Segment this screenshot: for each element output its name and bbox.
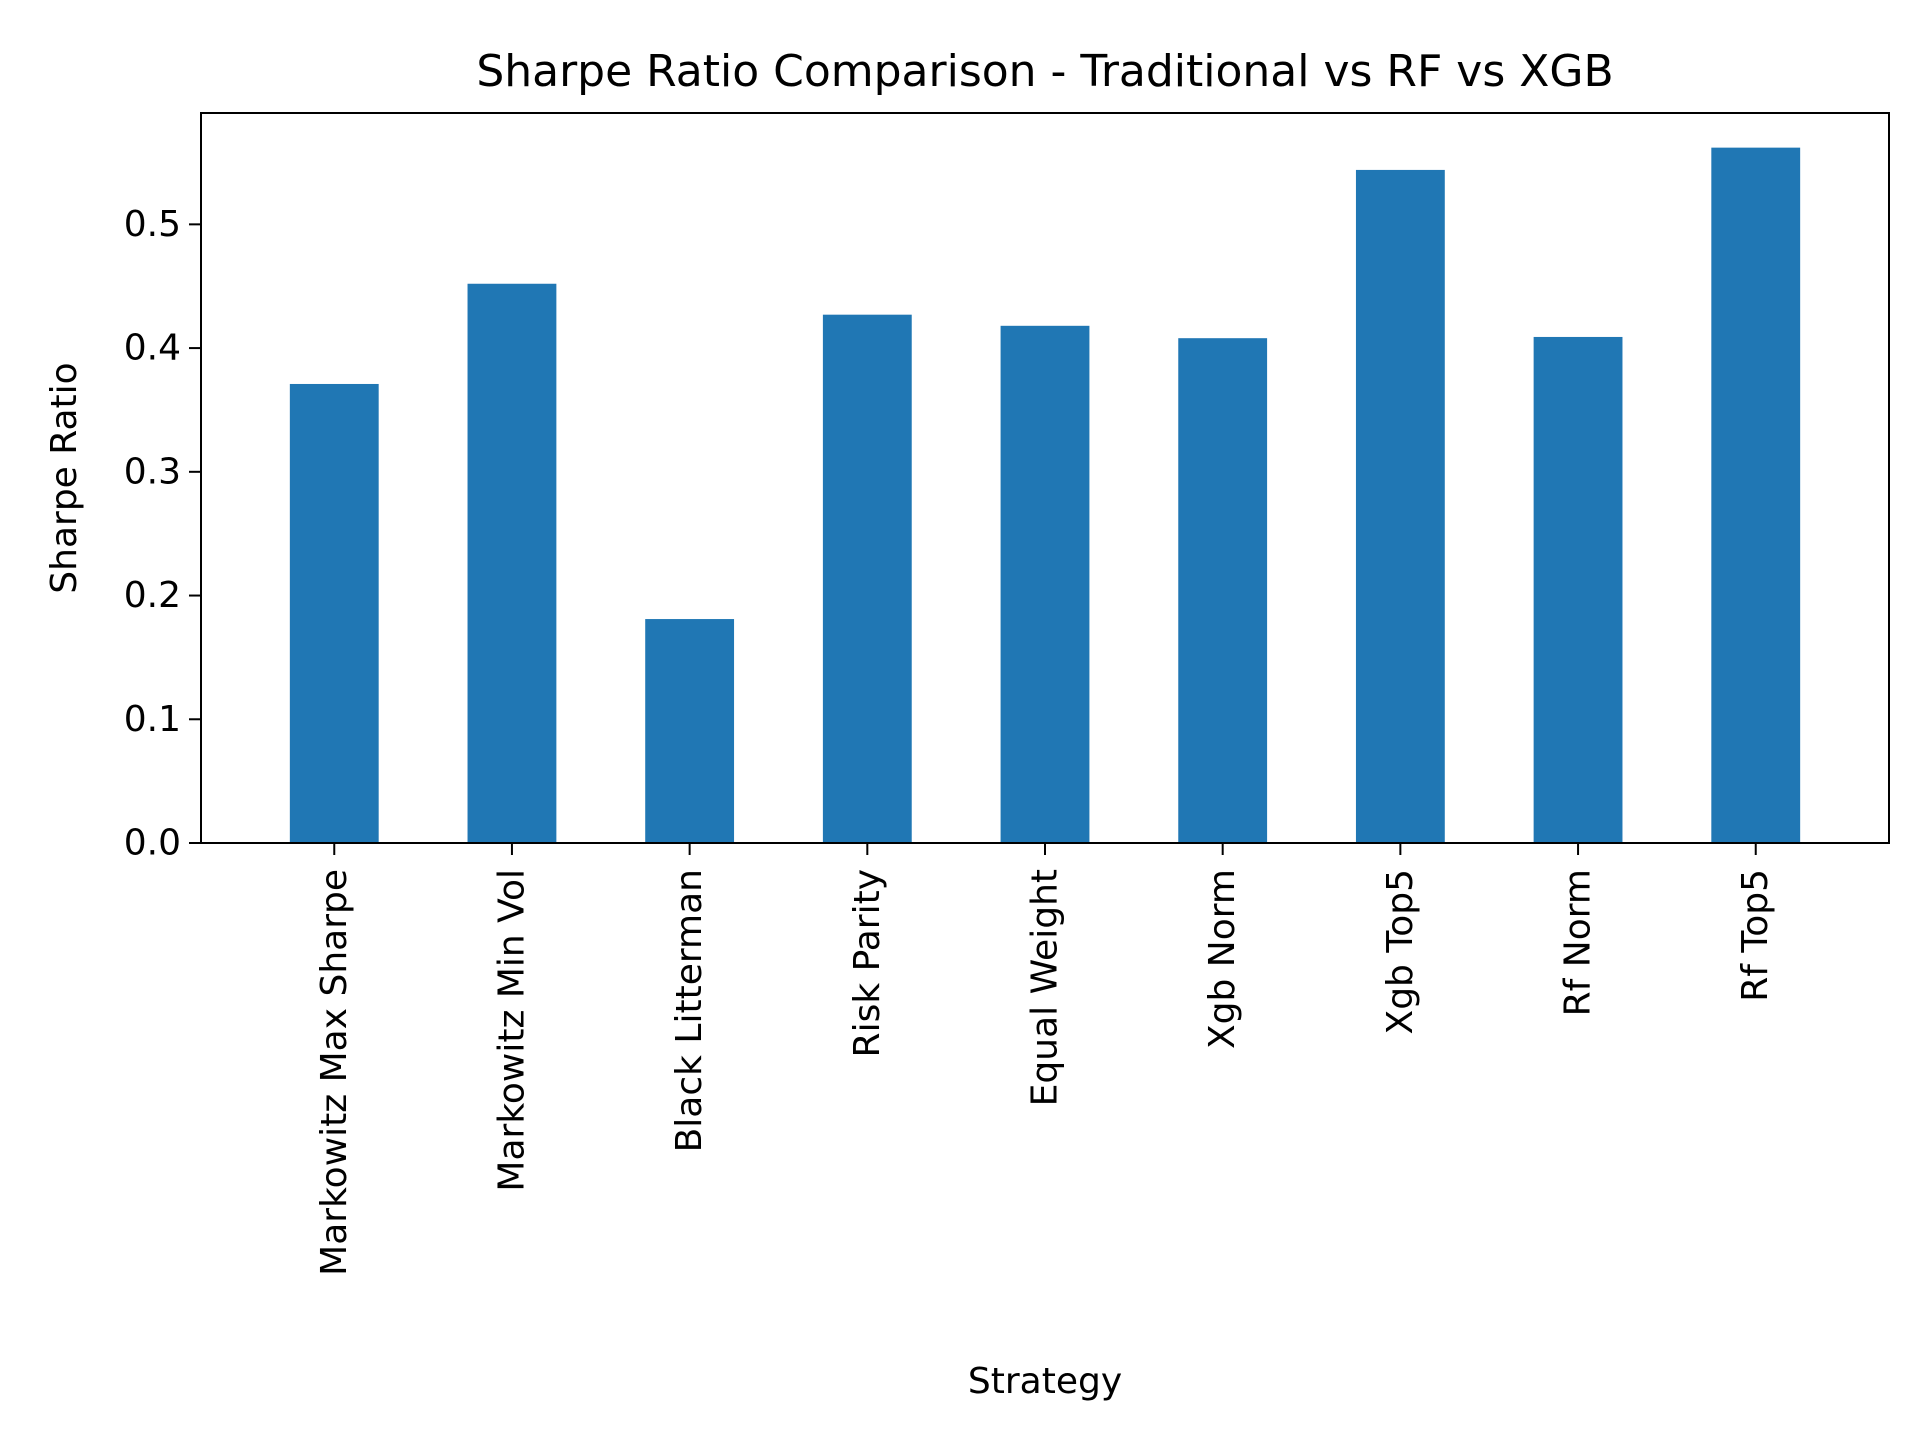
chart-title: Sharpe Ratio Comparison - Traditional vs…: [476, 46, 1613, 97]
y-tick-label: 0.4: [124, 328, 181, 369]
bar: [1000, 325, 1090, 843]
y-axis-label: Sharpe Ratio: [44, 362, 85, 593]
bar: [1355, 169, 1445, 844]
bar: [467, 283, 557, 843]
y-tick-label: 0.3: [124, 451, 181, 492]
x-tick-label: Rf Top5: [1735, 869, 1776, 1002]
bar: [289, 383, 379, 843]
y-tick-label: 0.2: [124, 575, 181, 616]
bar: [1711, 147, 1801, 843]
bar: [822, 314, 912, 843]
x-axis: Markowitz Max Sharpe Markowitz Min Vol Bla…: [314, 843, 1776, 1276]
x-tick-label: Black Litterman: [669, 869, 710, 1152]
x-axis-label: Strategy: [968, 1361, 1122, 1402]
x-tick-label: Markowitz Max Sharpe: [314, 869, 355, 1276]
plot-frame: [200, 112, 1890, 844]
y-tick-label: 0.1: [124, 699, 181, 740]
y-tick-label: 0.0: [124, 823, 181, 864]
x-tick-label: Risk Parity: [847, 869, 888, 1057]
y-axis: 0.0 0.1 0.2 0.3 0.4 0.5: [124, 204, 201, 864]
bar: [645, 619, 735, 843]
x-tick-label: Markowitz Min Vol: [491, 869, 532, 1192]
x-tick-label: Xgb Top5: [1380, 869, 1421, 1034]
y-tick-label: 0.5: [124, 204, 181, 245]
bar: [1178, 338, 1268, 843]
x-tick-label: Rf Norm: [1558, 869, 1599, 1016]
x-tick-label: Xgb Norm: [1202, 869, 1243, 1049]
bars-group: [289, 147, 1801, 844]
x-tick-label: Equal Weight: [1025, 869, 1066, 1106]
bar: [1533, 336, 1623, 843]
